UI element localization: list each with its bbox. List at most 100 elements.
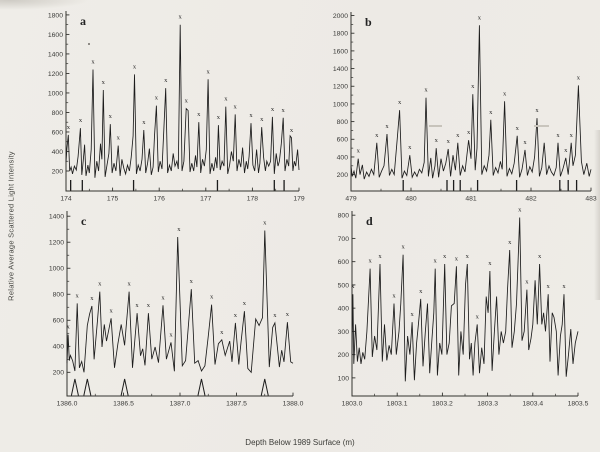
svg-text:x: x [91,59,95,66]
svg-text:1400: 1400 [49,214,64,221]
panel-a-layer-marks [70,180,285,191]
svg-text:x: x [249,112,253,119]
svg-text:1000: 1000 [49,266,64,273]
svg-text:x: x [392,293,396,300]
svg-text:479: 479 [345,196,357,203]
svg-text:x: x [368,258,372,265]
svg-text:x: x [419,288,423,295]
svg-text:x: x [282,107,286,114]
svg-text:x: x [466,253,470,260]
svg-text:1200: 1200 [48,71,63,78]
panel-c-letter: c [81,214,87,228]
svg-text:174: 174 [60,196,72,203]
svg-text:1803.3: 1803.3 [477,401,498,408]
svg-text:600: 600 [53,318,65,325]
svg-text:1400: 1400 [333,66,348,73]
svg-text:x: x [401,244,405,251]
panel-d-trace [351,217,579,382]
svg-text:x: x [375,132,379,139]
svg-text:x: x [155,95,159,102]
svg-text:x: x [217,114,221,121]
svg-text:483: 483 [585,196,597,203]
y-axis-label: Relative Average Scattered Light Intensi… [6,151,16,301]
svg-text:1800: 1800 [48,12,63,19]
svg-text:x: x [128,281,132,288]
svg-text:x: x [224,96,228,103]
panel-a-x-axis: 174 175 176 177 178 179 [60,187,305,203]
svg-text:1386.5: 1386.5 [113,401,134,408]
svg-text:400: 400 [337,154,349,161]
svg-text:x: x [564,147,568,154]
svg-text:x: x [471,83,475,90]
scan-artifact [0,0,90,10]
svg-text:1200: 1200 [49,240,64,247]
svg-text:1000: 1000 [333,101,348,108]
svg-text:179: 179 [293,196,305,203]
svg-text:x: x [435,137,439,144]
svg-text:x: x [410,311,414,318]
svg-text:1388.0: 1388.0 [283,401,304,408]
panel-b-trace [350,25,592,180]
svg-text:400: 400 [338,306,350,313]
svg-text:175: 175 [107,196,119,203]
svg-text:x: x [161,294,165,301]
panel-c: 200 400 600 800 1000 1200 1400 1386.0 1386.5 1387… [49,211,304,408]
svg-text:x: x [525,279,529,286]
svg-text:x: x [185,98,189,105]
svg-text:1387.0: 1387.0 [170,401,191,408]
svg-text:800: 800 [53,292,65,299]
svg-text:1803.2: 1803.2 [432,401,453,408]
svg-text:600: 600 [337,137,349,144]
svg-text:x: x [243,300,247,307]
svg-text:x: x [523,139,527,146]
svg-text:x: x [164,77,168,84]
svg-text:x: x [179,14,183,21]
x-axis-label: Depth Below 1989 Surface (m) [245,438,355,447]
svg-text:x: x [570,132,574,139]
svg-text:1600: 1600 [333,48,348,55]
panel-d-letter: d [366,214,373,228]
svg-text:200: 200 [53,370,65,377]
panel-a-trace [65,24,300,178]
svg-text:x: x [547,283,551,290]
svg-text:x: x [503,90,507,97]
svg-text:x: x [385,123,389,130]
panel-b-y-axis: 200 400 600 800 1000 1200 1400 1600 1800 2000 [333,13,355,179]
svg-text:1803.1: 1803.1 [387,401,408,408]
svg-text:x: x [286,311,290,318]
svg-text:200: 200 [52,168,64,175]
svg-text:x: x [207,68,211,75]
svg-text:x: x [290,127,294,134]
panel-c-layer-marks [70,378,269,396]
svg-text:x: x [90,295,94,302]
svg-text:x: x [234,103,238,110]
svg-text:x: x [260,116,264,123]
svg-text:800: 800 [52,110,64,117]
svg-text:x: x [109,307,113,314]
svg-text:400: 400 [52,149,64,156]
svg-text:x: x [562,283,566,290]
panel-a-axes [65,11,299,192]
svg-text:200: 200 [337,172,349,179]
svg-text:x: x [478,14,482,21]
svg-text:x: x [538,253,542,260]
panel-b-x-axis: 479 480 481 482 483 [345,187,597,203]
svg-text:x: x [488,260,492,267]
svg-text:x: x [378,253,382,260]
svg-text:200: 200 [338,352,350,359]
svg-text:x: x [447,138,451,145]
svg-text:x: x [142,119,146,126]
svg-text:1803.0: 1803.0 [342,401,363,408]
scan-artifact [594,130,600,300]
svg-text:x: x [434,258,438,265]
svg-text:x: x [424,87,428,94]
svg-text:x: x [190,278,194,285]
svg-text:400: 400 [53,344,65,351]
svg-text:1803.4: 1803.4 [522,401,543,408]
svg-text:177: 177 [200,196,212,203]
svg-text:x: x [408,144,412,151]
svg-text:x: x [98,281,102,288]
